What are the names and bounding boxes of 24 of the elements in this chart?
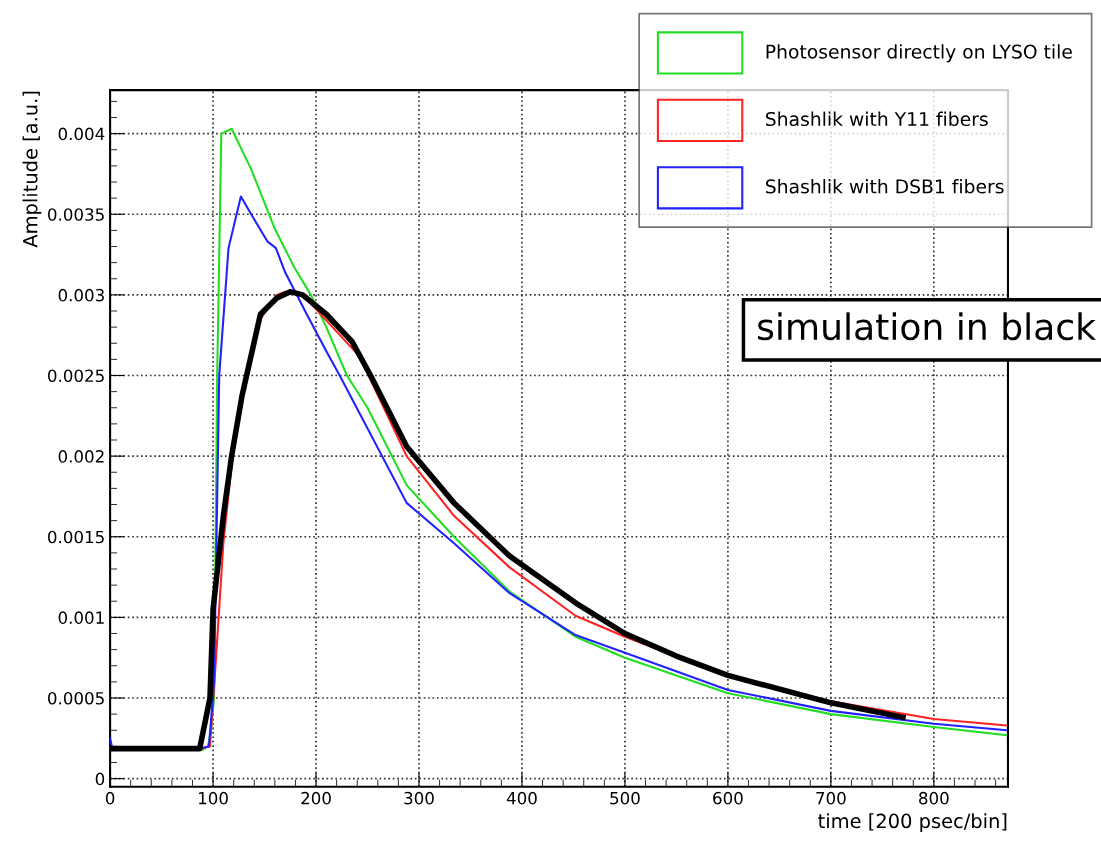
legend-label: Shashlik with Y11 fibers	[766, 111, 988, 127]
y-tick-label: 0.0005	[48, 691, 104, 705]
legend-label: Shashlik with DSB1 fibers	[766, 179, 1004, 194]
y-tick-label: 0.001	[58, 611, 104, 624]
y-tick-label: 0.003	[58, 288, 104, 302]
x-tick-label: 800	[919, 791, 949, 805]
y-tick-label: 0.0015	[48, 530, 104, 544]
y-tick-label: 0	[95, 772, 105, 786]
x-tick-label: 300	[404, 791, 434, 805]
y-tick-label: 0.004	[58, 127, 105, 141]
x-tick-label: 400	[506, 791, 537, 805]
x-tick-label: 100	[198, 791, 228, 805]
x-tick-label: 500	[610, 791, 640, 805]
legend-label: Photosensor directly on LYSO tile	[766, 44, 1072, 63]
annotation: simulation in black	[758, 312, 1096, 341]
x-tick-label: 0	[105, 791, 115, 805]
y-tick-label: 0.0035	[48, 208, 104, 221]
x-tick-label: 700	[816, 791, 846, 805]
x-tick-label: 600	[713, 791, 743, 805]
x-axis-title: time [200 psec/bin]	[818, 813, 1007, 833]
y-tick-label: 0.002	[58, 450, 104, 463]
y-tick-label: 0.0025	[48, 369, 104, 383]
x-tick-label: 200	[301, 791, 331, 805]
y-axis-title: Amplitude [a.u.]	[22, 91, 42, 248]
